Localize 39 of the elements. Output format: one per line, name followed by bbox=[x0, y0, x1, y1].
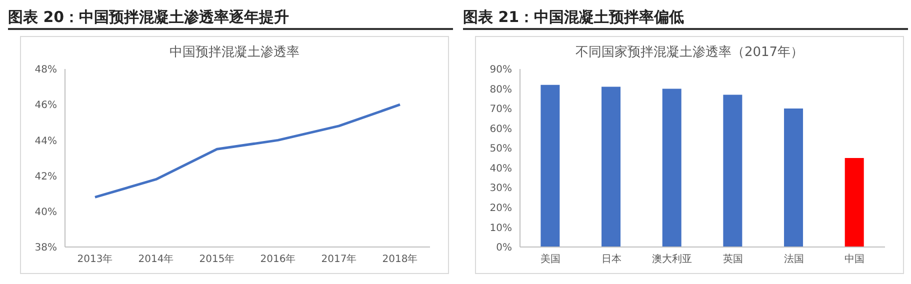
x-tick-label: 英国 bbox=[722, 253, 743, 266]
chart-title: 图表 21：中国混凝土预拌率偏低 bbox=[463, 8, 908, 30]
bar bbox=[602, 86, 621, 247]
x-tick-label: 法国 bbox=[784, 253, 804, 266]
y-tick-label: 42% bbox=[34, 171, 57, 182]
y-tick-label: 20% bbox=[490, 202, 512, 214]
y-tick-label: 70% bbox=[490, 104, 512, 116]
line-series bbox=[94, 103, 402, 198]
y-tick-label: 46% bbox=[34, 100, 57, 112]
bar bbox=[540, 84, 560, 247]
y-tick-label: 40% bbox=[34, 206, 57, 218]
y-tick-label: 10% bbox=[490, 222, 512, 234]
y-tick-label: 80% bbox=[490, 84, 512, 96]
bar bbox=[784, 108, 804, 247]
x-tick-label: 美国 bbox=[540, 253, 560, 266]
y-tick-label: 60% bbox=[490, 124, 512, 135]
chart-subtitle: 不同国家预拌混凝土渗透率（2017年） bbox=[574, 44, 805, 61]
y-tick-label: 0% bbox=[496, 242, 512, 254]
bar bbox=[723, 94, 742, 247]
x-tick-label: 日本 bbox=[601, 253, 622, 266]
x-tick-label: 2014年 bbox=[138, 253, 174, 266]
x-tick-label: 2013年 bbox=[77, 253, 113, 266]
bar bbox=[844, 158, 864, 247]
x-tick-label: 2015年 bbox=[199, 253, 235, 266]
y-tick-label: 44% bbox=[34, 136, 57, 147]
y-tick-label: 50% bbox=[490, 144, 512, 155]
y-tick-label: 90% bbox=[490, 64, 512, 76]
y-tick-label: 40% bbox=[490, 163, 512, 174]
x-tick-label: 中国 bbox=[844, 253, 865, 266]
chart-subtitle: 中国预拌混凝土渗透率 bbox=[168, 44, 300, 61]
y-tick-label: 38% bbox=[34, 242, 57, 254]
y-tick-label: 48% bbox=[34, 64, 57, 76]
x-tick-label: 澳大利亚 bbox=[652, 253, 692, 266]
bar bbox=[662, 88, 682, 247]
x-tick-label: 2017年 bbox=[321, 253, 357, 266]
x-tick-label: 2018年 bbox=[382, 253, 418, 266]
x-tick-label: 2016年 bbox=[260, 253, 296, 266]
chart-title: 图表 20：中国预拌混凝土渗透率逐年提升 bbox=[8, 8, 453, 30]
y-tick-label: 30% bbox=[490, 183, 512, 194]
